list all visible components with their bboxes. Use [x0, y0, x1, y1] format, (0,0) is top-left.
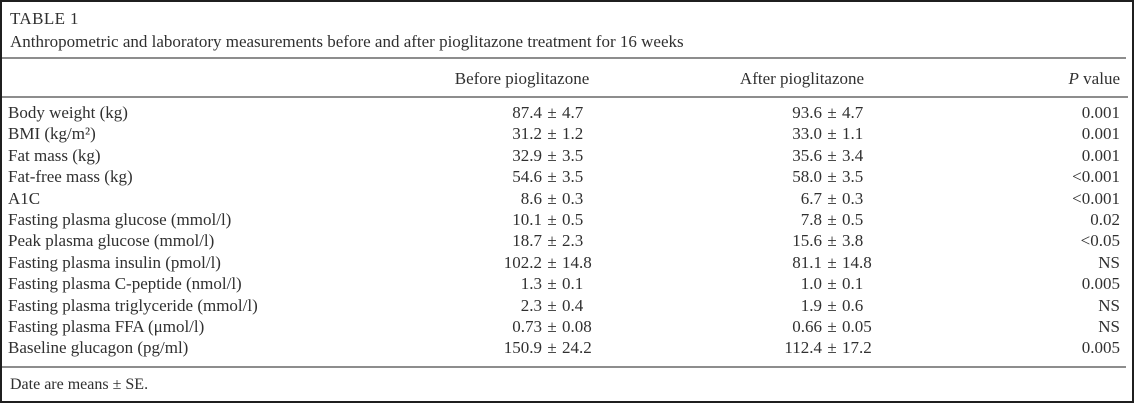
horizontal-rule-bottom: [2, 365, 1126, 368]
table-row: Fasting plasma FFA (μmol/l) 0.73 ±0.08 0.…: [2, 316, 1128, 337]
after-value: 35.6 ±3.4: [792, 145, 864, 165]
table-number: TABLE 1: [10, 9, 79, 28]
row-label: Peak plasma glucose (mmol/l): [8, 231, 215, 251]
before-value: 31.2 ±1.2: [512, 124, 584, 144]
p-value: NS: [1098, 252, 1120, 272]
table-row: Fat-free mass (kg) 54.6 ±3.5 58.0 ±3.5 <0.…: [2, 166, 1128, 187]
before-value: 150.9 ±24.2: [503, 338, 592, 358]
after-value: 0.66 ±0.05: [792, 317, 872, 337]
after-value: 81.1 ±14.8: [792, 252, 872, 272]
measurements-table: Before pioglitazone After pioglitazone P…: [2, 59, 1128, 359]
after-value: 58.0 ±3.5: [792, 167, 864, 187]
before-value: 32.9 ±3.5: [512, 145, 584, 165]
after-value: 7.8 ±0.5: [800, 210, 864, 230]
row-label: Fasting plasma insulin (pmol/l): [8, 252, 221, 272]
p-value: 0.001: [1081, 103, 1120, 122]
before-value: 1.3 ±0.1: [520, 274, 584, 294]
table-row: Baseline glucagon (pg/ml) 150.9 ±24.2 112…: [2, 337, 1128, 358]
p-value: NS: [1098, 317, 1120, 337]
table-row: Fasting plasma triglyceride (mmol/l) 2.3…: [2, 295, 1128, 316]
p-value: 0.001: [1081, 145, 1120, 165]
header-row: Before pioglitazone After pioglitazone P…: [2, 59, 1128, 98]
table-footnote: Date are means ± SE.: [10, 375, 149, 393]
row-label: Fasting plasma glucose (mmol/l): [8, 210, 232, 230]
after-value: 6.7 ±0.3: [800, 188, 864, 208]
table-row: Fasting plasma C-peptide (nmol/l) 1.3 ±0.…: [2, 273, 1128, 294]
col-header-empty: [2, 59, 382, 98]
row-label: Fasting plasma triglyceride (mmol/l): [8, 295, 258, 315]
table-title-block: TABLE 1 Anthropometric and laboratory me…: [2, 2, 1132, 53]
col-header-pvalue: P value: [942, 59, 1128, 98]
table-row: Peak plasma glucose (mmol/l) 18.7 ±2.3 15…: [2, 230, 1128, 251]
p-value: <0.001: [1072, 167, 1120, 187]
row-label: Baseline glucagon (pg/ml): [8, 338, 189, 358]
p-value: 0.001: [1081, 124, 1120, 144]
col-header-after: After pioglitazone: [662, 59, 942, 98]
table-row: Fasting plasma glucose (mmol/l) 10.1 ±0.5…: [2, 209, 1128, 230]
after-value: 1.0 ±0.1: [800, 274, 864, 294]
table-row: Fasting plasma insulin (pmol/l) 102.2 ±14…: [2, 252, 1128, 273]
p-value: <0.05: [1080, 231, 1120, 251]
before-value: 0.73 ±0.08: [512, 317, 592, 337]
row-label: Fat mass (kg): [8, 145, 101, 165]
after-value: 112.4 ±17.2: [784, 338, 872, 358]
horizontal-rule-top: [2, 57, 1126, 59]
after-value: 1.9 ±0.6: [800, 295, 864, 315]
p-value: 0.005: [1081, 338, 1120, 358]
row-label: A1C: [8, 188, 41, 208]
col-header-before: Before pioglitazone: [382, 59, 662, 98]
p-symbol: P: [1068, 69, 1079, 88]
before-value: 54.6 ±3.5: [512, 167, 584, 187]
row-label: Body weight (kg): [8, 103, 128, 122]
table-row: BMI (kg/m²) 31.2 ±1.2 33.0 ±1.1 0.001: [2, 123, 1128, 144]
after-value: 15.6 ±3.8: [792, 231, 864, 251]
before-value: 10.1 ±0.5: [512, 210, 584, 230]
before-value: 2.3 ±0.4: [520, 295, 584, 315]
row-label: Fasting plasma C-peptide (nmol/l): [8, 274, 242, 294]
row-label: Fasting plasma FFA (μmol/l): [8, 317, 205, 337]
before-value: 87.4 ±4.7: [512, 103, 584, 122]
row-label: Fat-free mass (kg): [8, 167, 133, 187]
table-row: Body weight (kg) 87.4 ±4.7 93.6 ±4.7 0.001: [2, 97, 1128, 123]
p-value: <0.001: [1072, 188, 1120, 208]
after-value: 33.0 ±1.1: [792, 124, 864, 144]
p-value-word: value: [1083, 69, 1120, 88]
row-label: BMI (kg/m²): [8, 124, 96, 144]
p-value: 0.005: [1081, 274, 1120, 294]
table-row: A1C 8.6 ±0.3 6.7 ±0.3 <0.001: [2, 188, 1128, 209]
before-value: 8.6 ±0.3: [520, 188, 584, 208]
table-row: Fat mass (kg) 32.9 ±3.5 35.6 ±3.4 0.001: [2, 145, 1128, 166]
p-value: NS: [1098, 295, 1120, 315]
table-caption: Anthropometric and laboratory measuremen…: [10, 32, 684, 51]
before-value: 102.2 ±14.8: [503, 252, 592, 272]
p-value: 0.02: [1090, 210, 1120, 230]
before-value: 18.7 ±2.3: [512, 231, 584, 251]
after-value: 93.6 ±4.7: [792, 103, 864, 122]
